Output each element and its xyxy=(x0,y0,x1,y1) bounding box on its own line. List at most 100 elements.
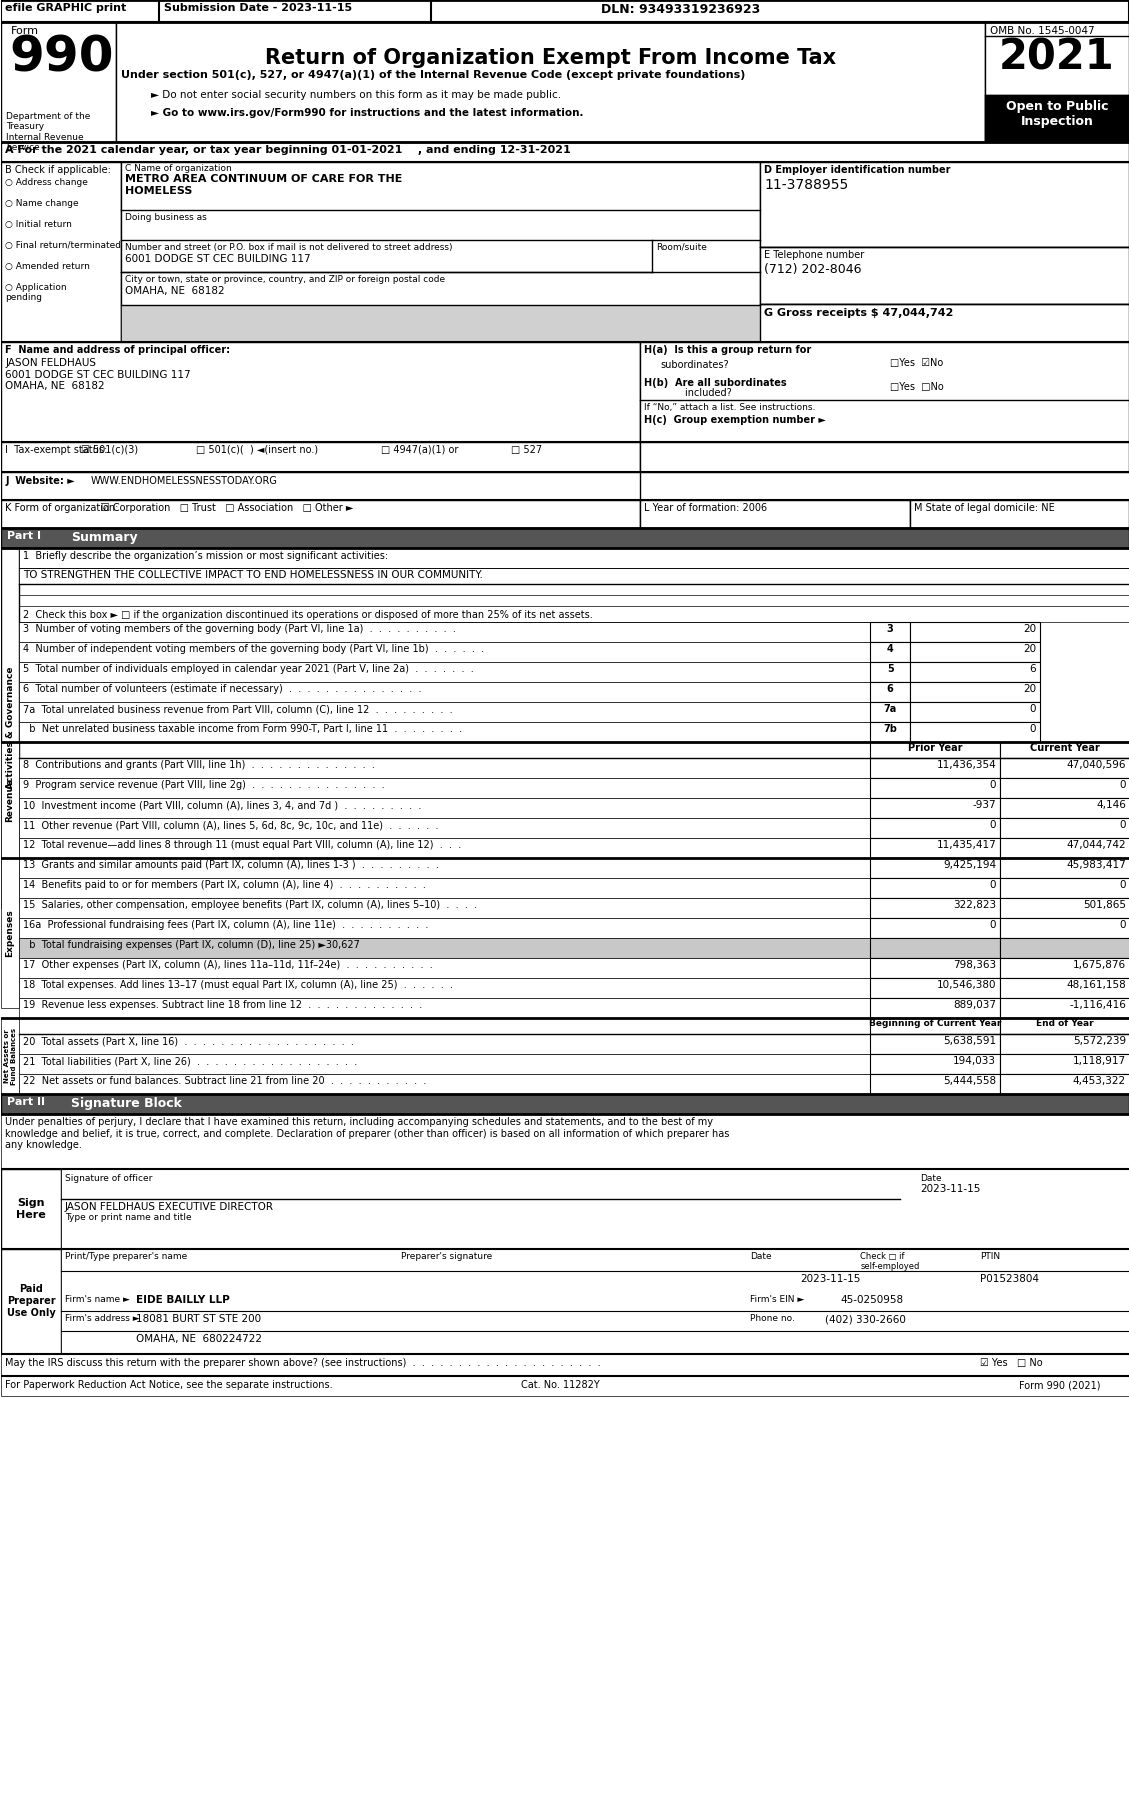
Text: H(c)  Group exemption number ►: H(c) Group exemption number ► xyxy=(645,415,826,424)
Bar xyxy=(1000,758,1129,778)
Text: TO STRENGTHEN THE COLLECTIVE IMPACT TO END HOMELESSNESS IN OUR COMMUNITY.: TO STRENGTHEN THE COLLECTIVE IMPACT TO E… xyxy=(23,570,483,580)
Bar xyxy=(19,1054,870,1074)
Text: 16a  Professional fundraising fees (Part IX, column (A), line 11e)  .  .  .  .  : 16a Professional fundraising fees (Part … xyxy=(23,920,429,931)
Text: 0: 0 xyxy=(990,820,996,831)
Text: 20: 20 xyxy=(1023,684,1036,695)
Bar xyxy=(19,958,870,978)
Text: 0: 0 xyxy=(1030,704,1036,715)
Bar xyxy=(870,622,910,642)
Text: G Gross receipts $ 47,044,742: G Gross receipts $ 47,044,742 xyxy=(764,308,954,317)
Text: E Telephone number: E Telephone number xyxy=(764,250,865,259)
Bar xyxy=(870,702,910,722)
Text: Part I: Part I xyxy=(7,532,41,541)
Text: OMB No. 1545-0047: OMB No. 1545-0047 xyxy=(990,25,1095,36)
Bar xyxy=(1,1114,1129,1168)
Bar xyxy=(1000,918,1129,938)
Bar xyxy=(19,622,870,642)
Text: Part II: Part II xyxy=(7,1097,45,1107)
Text: 6: 6 xyxy=(887,684,894,695)
Text: 1,118,917: 1,118,917 xyxy=(1073,1056,1126,1067)
Text: Preparer's signature: Preparer's signature xyxy=(401,1252,492,1261)
Bar xyxy=(1000,818,1129,838)
Bar xyxy=(986,22,1129,141)
Bar xyxy=(1,528,1129,548)
Bar xyxy=(1000,798,1129,818)
Text: Paid
Preparer
Use Only: Paid Preparer Use Only xyxy=(7,1284,55,1317)
Text: 47,044,742: 47,044,742 xyxy=(1067,840,1126,851)
Bar xyxy=(1000,978,1129,998)
Text: Submission Date - 2023-11-15: Submission Date - 2023-11-15 xyxy=(164,4,352,13)
Bar xyxy=(1000,1018,1129,1034)
Bar xyxy=(870,682,910,702)
Bar xyxy=(1000,998,1129,1018)
Text: ○ Amended return: ○ Amended return xyxy=(6,261,90,270)
Bar xyxy=(1,742,19,858)
Text: (402) 330-2660: (402) 330-2660 xyxy=(825,1313,907,1324)
Text: H(a)  Is this a group return for: H(a) Is this a group return for xyxy=(645,345,812,356)
Text: 3: 3 xyxy=(887,624,894,635)
Bar xyxy=(1,1168,61,1250)
Text: 194,033: 194,033 xyxy=(953,1056,996,1067)
Text: Firm's name ►: Firm's name ► xyxy=(65,1295,130,1304)
Bar xyxy=(870,1074,1000,1094)
Text: ☑ Corporation   □ Trust   □ Association   □ Other ►: ☑ Corporation □ Trust □ Association □ Ot… xyxy=(100,502,353,513)
Text: Sign
Here: Sign Here xyxy=(16,1199,46,1219)
Bar xyxy=(19,998,870,1018)
Text: Check □ if
self-employed: Check □ if self-employed xyxy=(860,1252,920,1272)
Text: 11,435,417: 11,435,417 xyxy=(936,840,996,851)
Text: Date: Date xyxy=(751,1252,772,1261)
Text: Department of the
Treasury
Internal Revenue
Service: Department of the Treasury Internal Reve… xyxy=(6,112,90,152)
Text: Expenses: Expenses xyxy=(6,909,15,956)
Text: Revenue: Revenue xyxy=(6,778,15,822)
Text: 0: 0 xyxy=(1120,920,1126,931)
Text: ○ Initial return: ○ Initial return xyxy=(6,219,72,229)
Bar xyxy=(19,682,870,702)
Text: 1  Briefly describe the organization’s mission or most significant activities:: 1 Briefly describe the organization’s mi… xyxy=(23,551,388,561)
Bar xyxy=(1000,838,1129,858)
Bar xyxy=(870,778,1000,798)
Bar xyxy=(640,443,1129,472)
Bar xyxy=(640,501,910,528)
Bar xyxy=(870,758,1000,778)
Bar xyxy=(19,938,870,958)
Text: 13  Grants and similar amounts paid (Part IX, column (A), lines 1-3 )  .  .  .  : 13 Grants and similar amounts paid (Part… xyxy=(23,860,439,871)
Bar xyxy=(1000,878,1129,898)
Bar xyxy=(121,161,760,343)
Text: 20: 20 xyxy=(1023,624,1036,635)
Bar xyxy=(910,722,1040,742)
Text: Beginning of Current Year: Beginning of Current Year xyxy=(869,1019,1001,1029)
Text: Room/suite: Room/suite xyxy=(656,243,708,252)
Text: 22  Net assets or fund balances. Subtract line 21 from line 20  .  .  .  .  .  .: 22 Net assets or fund balances. Subtract… xyxy=(23,1076,427,1087)
Text: 18081 BURT ST STE 200: 18081 BURT ST STE 200 xyxy=(135,1313,261,1324)
Text: Signature of officer: Signature of officer xyxy=(65,1174,152,1183)
Text: 12  Total revenue—add lines 8 through 11 (must equal Part VIII, column (A), line: 12 Total revenue—add lines 8 through 11 … xyxy=(23,840,462,851)
Text: 4,453,322: 4,453,322 xyxy=(1073,1076,1126,1087)
Text: included?: included? xyxy=(660,388,733,397)
Text: D Employer identification number: D Employer identification number xyxy=(764,165,951,174)
Text: OMAHA, NE  680224722: OMAHA, NE 680224722 xyxy=(135,1333,262,1344)
Bar xyxy=(910,501,1129,528)
Text: For Paperwork Reduction Act Notice, see the separate instructions.: For Paperwork Reduction Act Notice, see … xyxy=(6,1380,333,1390)
Text: b  Net unrelated business taxable income from Form 990-T, Part I, line 11  .  . : b Net unrelated business taxable income … xyxy=(23,724,462,735)
Bar xyxy=(870,878,1000,898)
Text: 4  Number of independent voting members of the governing body (Part VI, line 1b): 4 Number of independent voting members o… xyxy=(23,644,484,655)
Text: Net Assets or
Fund Balances: Net Assets or Fund Balances xyxy=(3,1027,17,1085)
Bar xyxy=(870,938,1000,958)
Text: 798,363: 798,363 xyxy=(953,960,996,970)
Text: Form: Form xyxy=(11,25,40,36)
Text: Summary: Summary xyxy=(71,532,138,544)
Text: □ 501(c)(  ) ◄(insert no.): □ 501(c)( ) ◄(insert no.) xyxy=(196,444,318,455)
Text: 6001 DODGE ST CEC BUILDING 117: 6001 DODGE ST CEC BUILDING 117 xyxy=(125,254,310,265)
Bar xyxy=(870,818,1000,838)
Bar xyxy=(1000,938,1129,958)
Text: JASON FELDHAUS
6001 DODGE ST CEC BUILDING 117
OMAHA, NE  68182: JASON FELDHAUS 6001 DODGE ST CEC BUILDIN… xyxy=(6,357,191,392)
Text: ○ Application
pending: ○ Application pending xyxy=(6,283,67,303)
Text: May the IRS discuss this return with the preparer shown above? (see instructions: May the IRS discuss this return with the… xyxy=(6,1359,601,1368)
Text: 10,546,380: 10,546,380 xyxy=(937,980,996,990)
Text: 20  Total assets (Part X, line 16)  .  .  .  .  .  .  .  .  .  .  .  .  .  .  . : 20 Total assets (Part X, line 16) . . . … xyxy=(23,1036,355,1047)
Text: 14  Benefits paid to or for members (Part IX, column (A), line 4)  .  .  .  .  .: 14 Benefits paid to or for members (Part… xyxy=(23,880,426,891)
Text: Type or print name and title: Type or print name and title xyxy=(65,1214,192,1223)
Text: 45-0250958: 45-0250958 xyxy=(840,1295,903,1304)
Bar xyxy=(19,818,870,838)
Text: 6: 6 xyxy=(1030,664,1036,675)
